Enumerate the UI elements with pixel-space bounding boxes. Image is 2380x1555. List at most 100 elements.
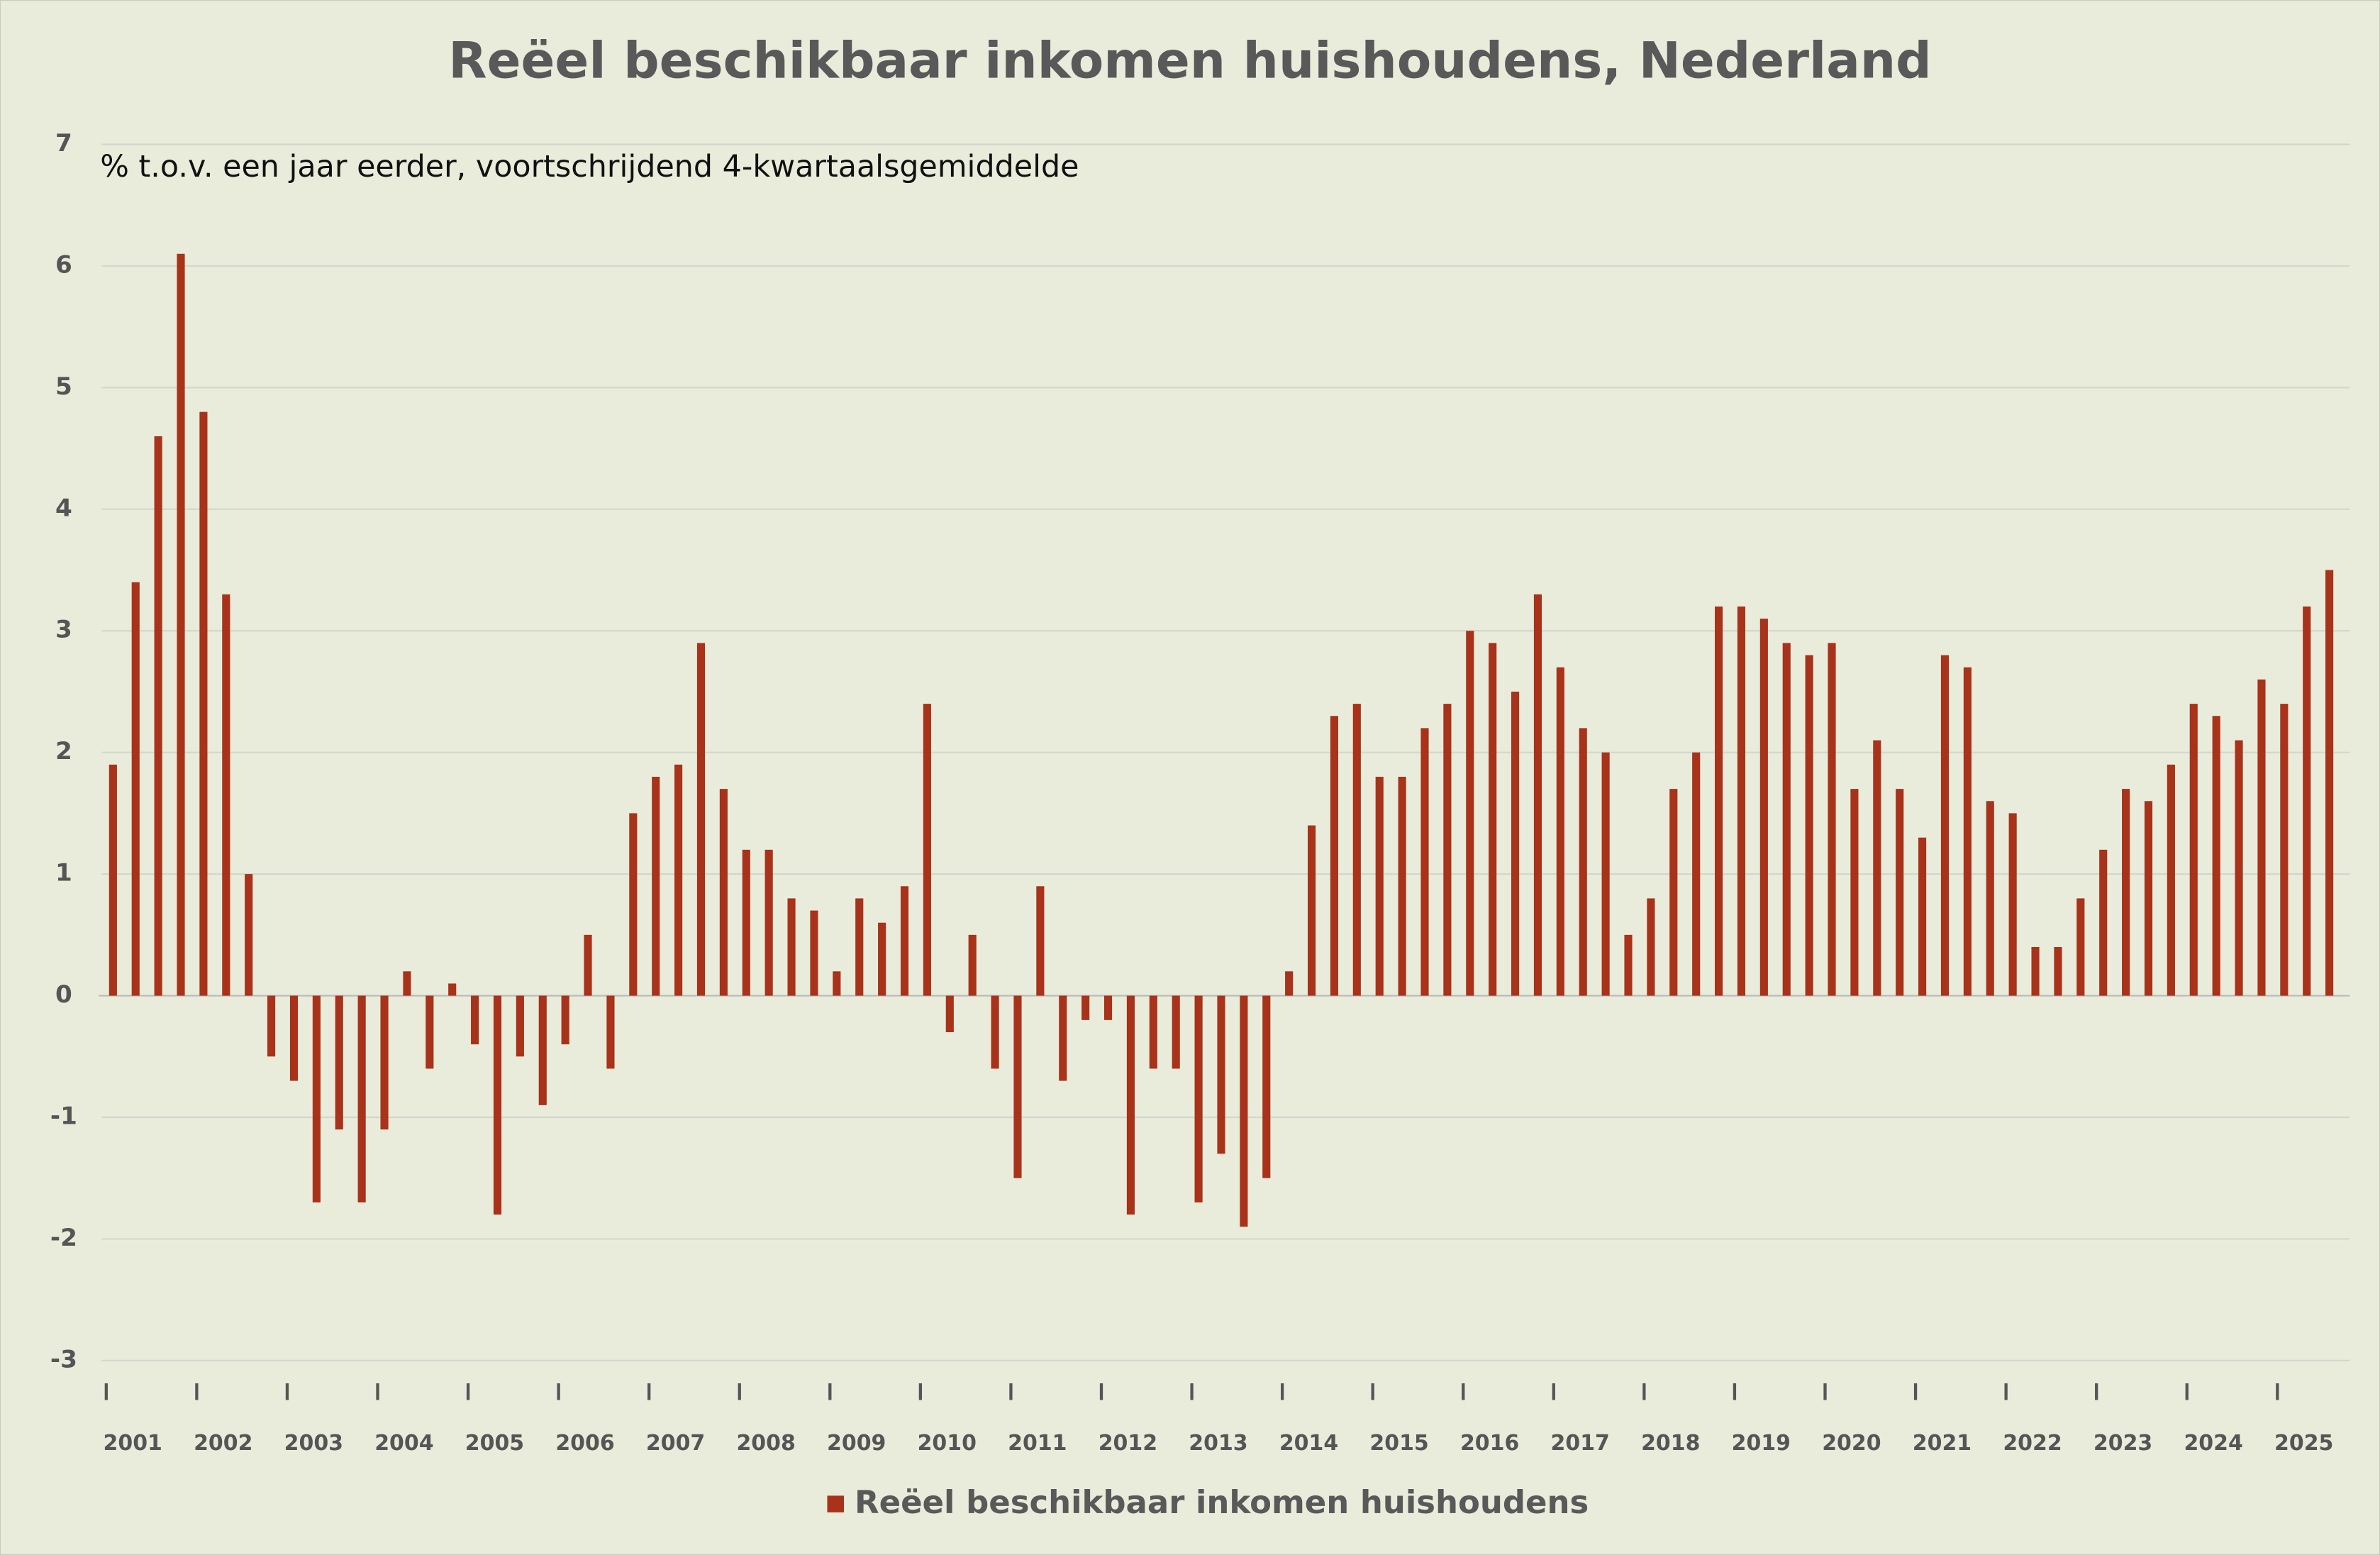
bar [2167, 764, 2175, 996]
bar [448, 983, 457, 996]
bar [1240, 995, 1248, 1227]
bar [131, 582, 140, 996]
bar [1737, 606, 1746, 996]
bar [1217, 995, 1225, 1154]
bar [1850, 789, 1859, 996]
x-tick-label: 2023 [2093, 1431, 2152, 1456]
bar [1036, 886, 1045, 996]
bar [1805, 655, 1813, 996]
bar [1375, 776, 1384, 996]
x-tick-label: 2022 [2003, 1431, 2062, 1456]
bar [471, 995, 479, 1045]
y-tick-label: 5 [55, 372, 72, 401]
bar [1352, 704, 1361, 996]
bar [584, 934, 592, 996]
x-tick-label: 2013 [1189, 1431, 1247, 1456]
x-tick-label: 2014 [1279, 1431, 1338, 1456]
bar [199, 411, 208, 996]
bar [561, 995, 569, 1045]
bar [1986, 801, 1994, 996]
x-tick-label: 2021 [1913, 1431, 1972, 1456]
bar [1601, 752, 1610, 996]
bar [380, 995, 389, 1130]
bar [2280, 704, 2289, 996]
bar [2257, 679, 2266, 996]
bar [1579, 728, 1587, 996]
bar [109, 764, 117, 996]
bar [177, 253, 185, 996]
bar [629, 813, 638, 996]
x-tick-label: 2004 [374, 1431, 433, 1456]
y-tick-label: 2 [55, 737, 72, 765]
x-tick-label: 2007 [646, 1431, 705, 1456]
bar [652, 776, 660, 996]
bar [1624, 934, 1633, 996]
x-tick-label: 2019 [1732, 1431, 1791, 1456]
bar [1126, 995, 1135, 1215]
bar [1443, 704, 1452, 996]
bar [312, 995, 321, 1203]
bar [900, 886, 909, 996]
bar [742, 849, 750, 996]
x-tick-label: 2015 [1369, 1431, 1428, 1456]
bar [674, 764, 683, 996]
x-tick-label: 2009 [827, 1431, 886, 1456]
bar [1828, 643, 1836, 996]
bar [1692, 752, 1701, 996]
y-tick-label: 4 [55, 494, 72, 522]
bar [1511, 691, 1520, 996]
bar [2189, 704, 2198, 996]
x-tick-label: 2012 [1099, 1431, 1157, 1456]
y-tick-label: 0 [55, 980, 72, 1009]
bar [1940, 655, 1950, 996]
bar [1896, 789, 1904, 996]
x-tick-label: 2017 [1551, 1431, 1610, 1456]
bar [719, 789, 728, 996]
bar [2235, 740, 2243, 996]
bar [538, 995, 547, 1105]
bar [696, 643, 706, 996]
x-tick-label: 2025 [2274, 1431, 2333, 1456]
bar [2303, 606, 2311, 996]
legend-label: Reëel beschikbaar inkomen huishoudens [855, 1483, 1589, 1521]
bar [2212, 716, 2220, 996]
bar [606, 995, 615, 1069]
bar [2031, 946, 2040, 996]
bar [1715, 606, 1723, 996]
bar [1194, 995, 1203, 1203]
bar [2144, 801, 2153, 996]
bar [855, 898, 864, 996]
bar [2122, 789, 2130, 996]
bar [1533, 594, 1542, 996]
bar [1759, 619, 1768, 996]
x-tick-label: 2020 [1822, 1431, 1881, 1456]
bar [1059, 995, 1067, 1081]
y-tick-label: -2 [50, 1224, 77, 1252]
bar [923, 704, 931, 996]
bar [403, 971, 411, 996]
chart-subtitle: % t.o.v. een jaar eerder, voortschrijden… [100, 149, 1079, 184]
y-tick-label: 3 [55, 616, 72, 644]
bar [1262, 995, 1271, 1178]
bar [2099, 849, 2108, 996]
x-tick-label: 2002 [194, 1431, 252, 1456]
bar [493, 995, 502, 1215]
bar [1647, 898, 1655, 996]
bar [1918, 837, 1927, 996]
bar [1782, 643, 1791, 996]
bar [2325, 570, 2334, 996]
bar [1489, 643, 1497, 996]
y-tick-label: 7 [55, 129, 72, 157]
x-tick-label: 2005 [465, 1431, 524, 1456]
bar [1149, 995, 1157, 1069]
bar [1081, 995, 1090, 1020]
bar [1420, 728, 1429, 996]
x-tick-label: 2003 [284, 1431, 343, 1456]
bar [1307, 825, 1316, 996]
bar [1103, 995, 1113, 1020]
bar [1556, 667, 1564, 996]
bar [1873, 740, 1881, 996]
y-tick-label: -3 [50, 1345, 77, 1373]
